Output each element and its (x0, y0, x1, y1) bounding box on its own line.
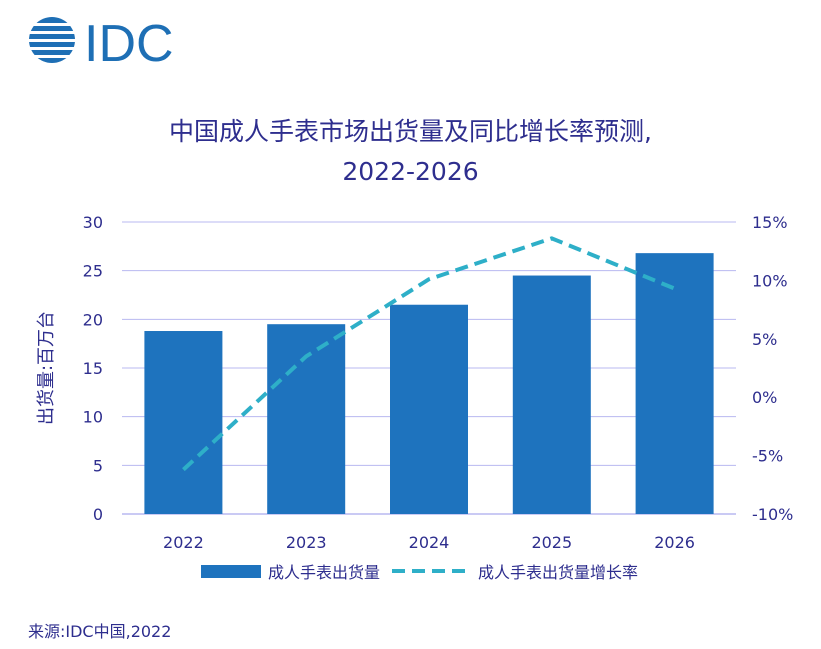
y-tick-label: 15 (83, 359, 103, 378)
y-axis-title: 出货量:百万台 (36, 311, 57, 425)
y2-tick-label: 15% (752, 213, 788, 232)
y-tick-label: 10 (83, 408, 103, 427)
legend-swatch-bar (201, 565, 261, 578)
bar (512, 275, 591, 514)
x-tick-label: 2024 (409, 533, 450, 552)
chart-title: 中国成人手表市场出货量及同比增长率预测, 2022-2026 (0, 112, 821, 192)
source-note: 来源:IDC中国,2022 (28, 622, 172, 641)
legend-label-line: 成人手表出货量增长率 (478, 563, 638, 582)
y-tick-label: 20 (83, 310, 103, 329)
bar (267, 324, 346, 514)
idc-logo: IDC (28, 15, 174, 66)
y2-tick-label: 5% (752, 330, 777, 349)
bar (635, 253, 714, 514)
legend-label-bar: 成人手表出货量 (268, 563, 380, 582)
globe-stripes (28, 23, 76, 58)
chart-title-line2: 2022-2026 (342, 157, 479, 186)
y-tick-label: 0 (93, 505, 103, 524)
bar (390, 304, 468, 514)
chart-title-line1: 中国成人手表市场出货量及同比增长率预测, (169, 117, 652, 146)
y2-tick-label: -5% (752, 447, 783, 466)
x-tick-label: 2022 (163, 533, 204, 552)
x-tick-label: 2023 (286, 533, 327, 552)
y-tick-label: 25 (83, 262, 103, 281)
y2-tick-label: 0% (752, 388, 777, 407)
y2-tick-label: -10% (752, 505, 793, 524)
bar (144, 331, 223, 514)
y-tick-label: 5 (93, 456, 103, 475)
y2-tick-label: 10% (752, 271, 788, 290)
logo-text: IDC (84, 15, 174, 66)
y-tick-label: 30 (83, 213, 103, 232)
x-tick-label: 2025 (531, 533, 572, 552)
x-tick-label: 2026 (654, 533, 695, 552)
